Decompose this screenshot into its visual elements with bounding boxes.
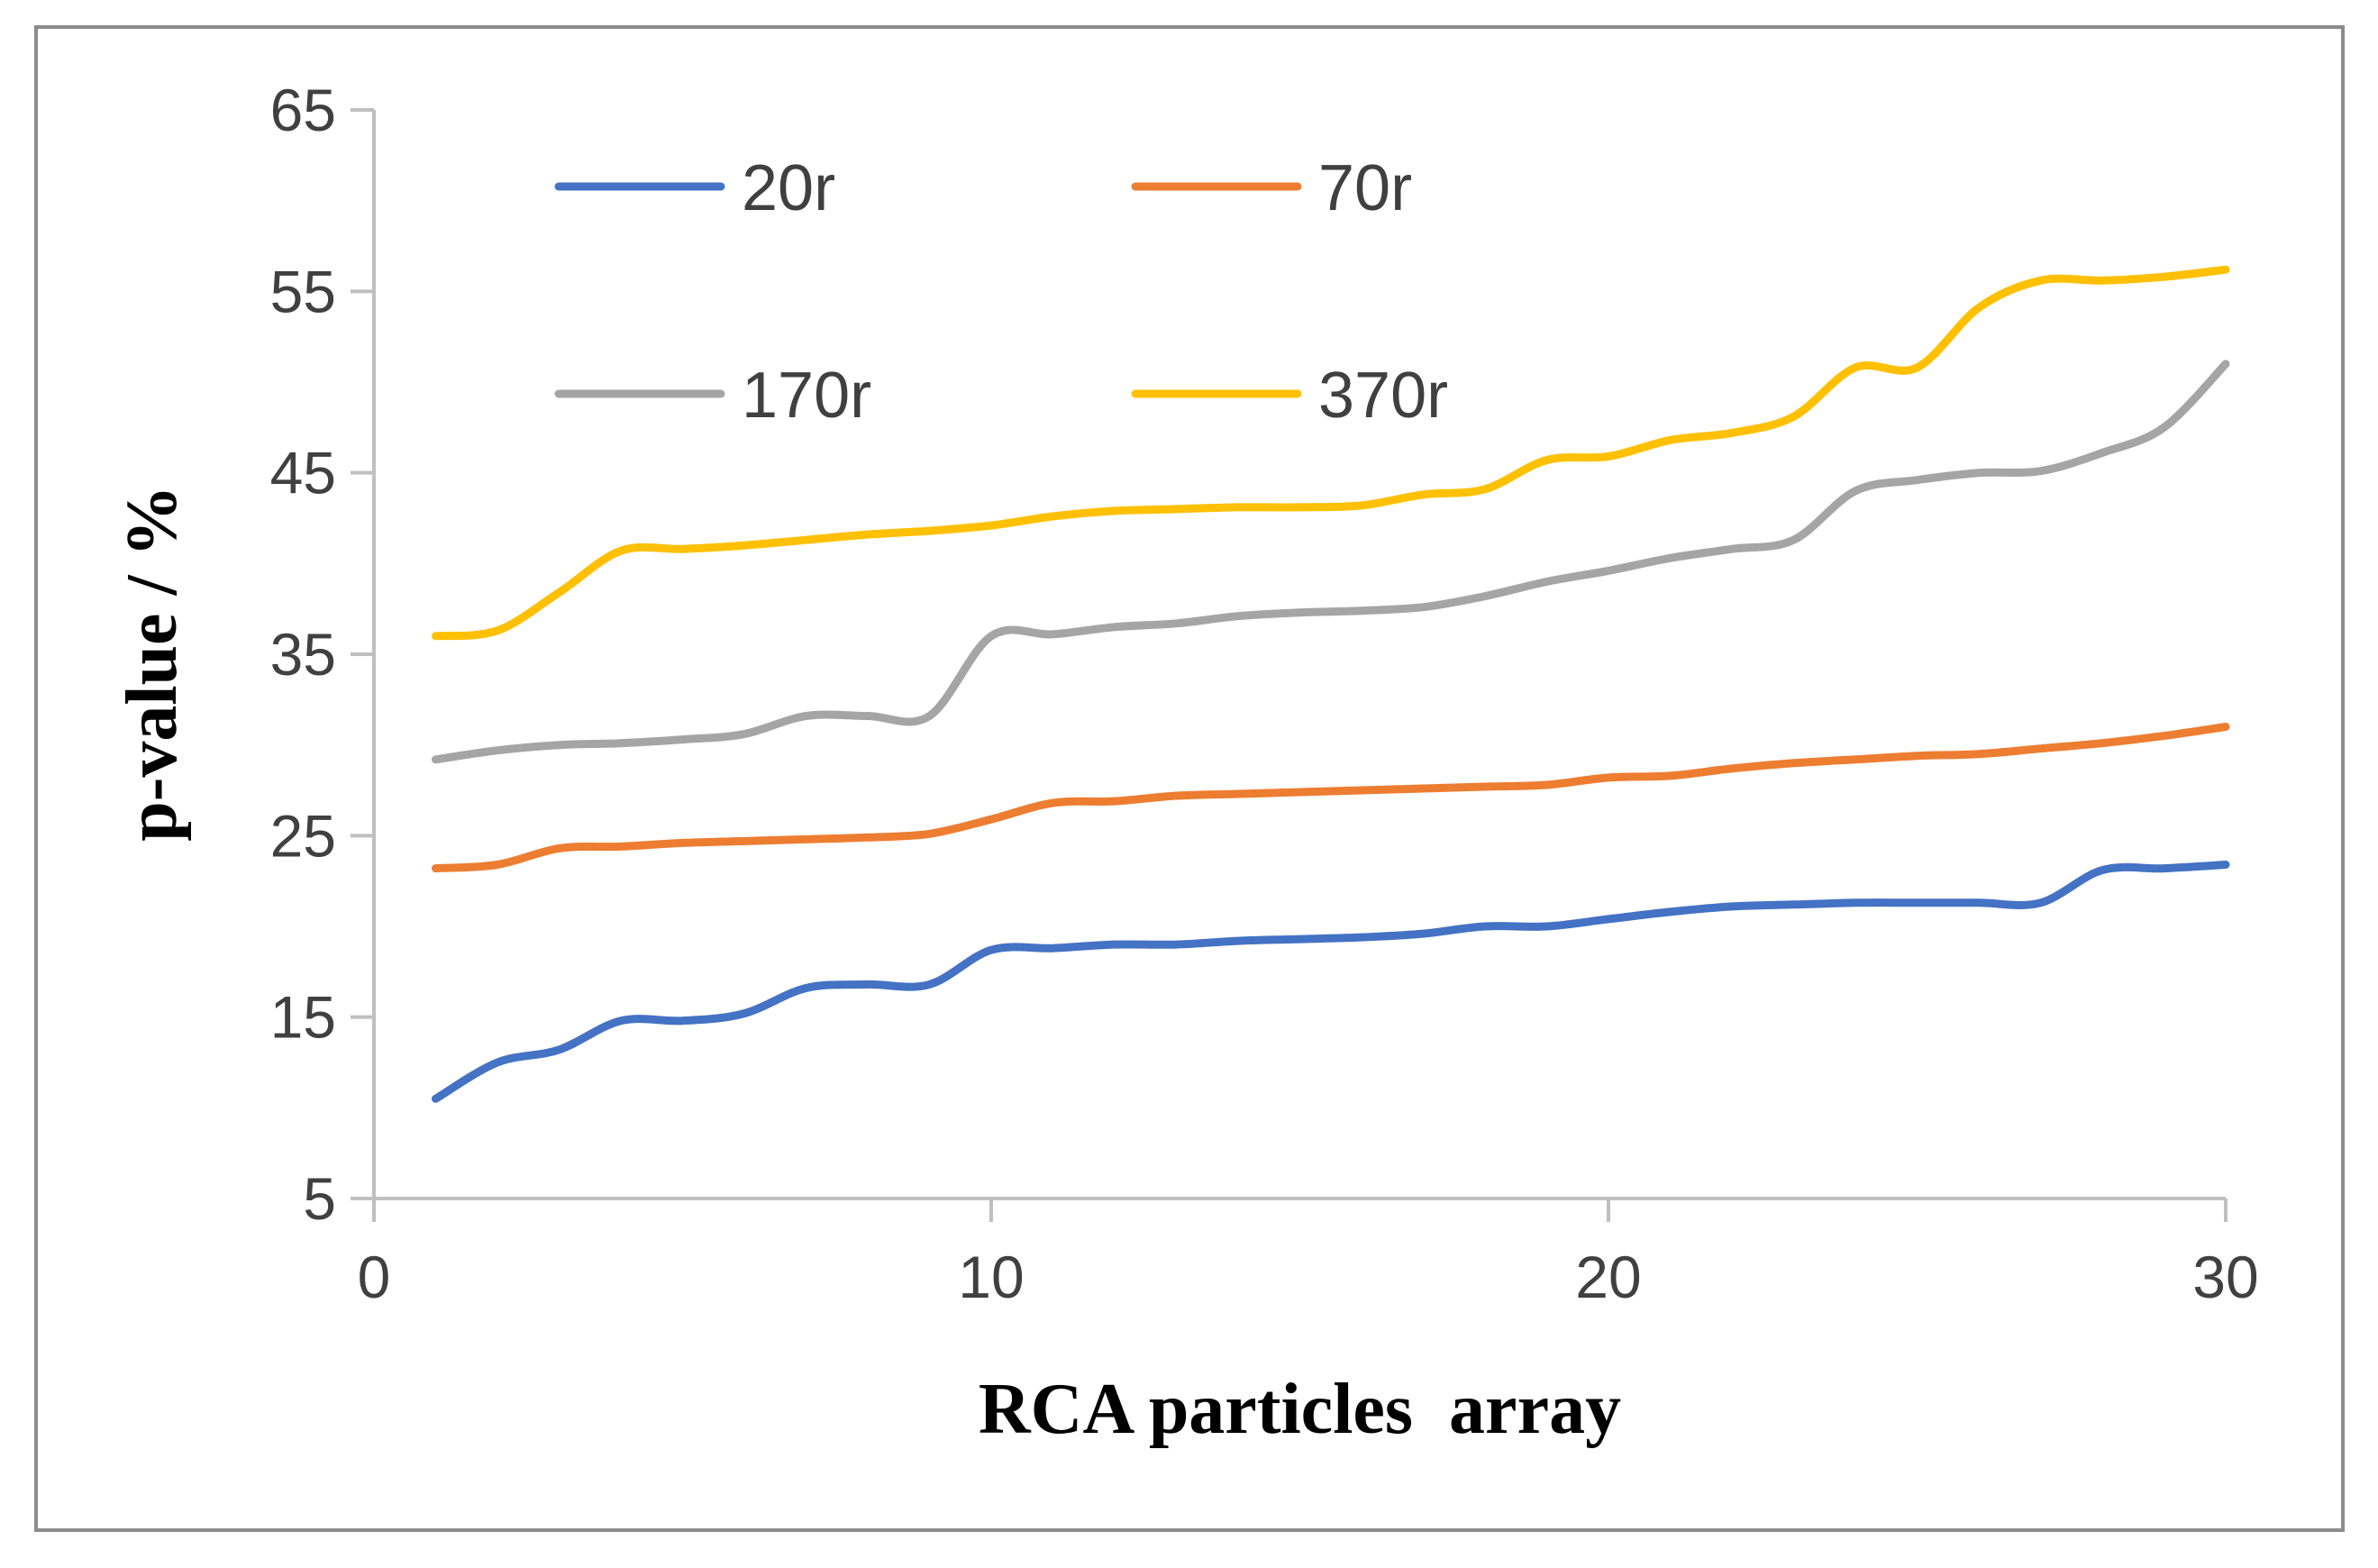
x-axis-title: RCA particles array <box>979 1370 1621 1449</box>
series-line-20r <box>432 861 2230 1103</box>
y-tick-label: 25 <box>270 802 336 869</box>
series-line-370r <box>432 265 2230 641</box>
figure-border <box>34 25 2345 1532</box>
legend-label-20r: 20r <box>742 152 835 224</box>
legend-label-70r: 70r <box>1318 152 1412 224</box>
y-tick-label: 5 <box>303 1165 336 1232</box>
series-line-70r <box>432 723 2230 873</box>
x-ticks: 0 10 20 30 <box>358 1199 2259 1310</box>
legend: 20r 70r 170r 370r <box>554 152 1448 432</box>
x-tick-label: 0 <box>358 1244 391 1310</box>
legend-label-370r: 370r <box>1318 360 1448 432</box>
legend-label-170r: 170r <box>742 360 871 432</box>
series-line-170r <box>432 360 2230 764</box>
x-tick-label: 30 <box>2192 1244 2258 1310</box>
y-ticks: 5 15 25 35 45 55 65 <box>270 77 374 1232</box>
y-tick-label: 15 <box>270 984 336 1051</box>
x-tick-label: 10 <box>958 1244 1024 1310</box>
y-tick-label: 45 <box>270 440 336 506</box>
x-tick-label: 20 <box>1575 1244 1641 1310</box>
y-tick-label: 35 <box>270 621 336 688</box>
series-layer <box>432 265 2230 1103</box>
axes: 5 15 25 35 45 55 65 0 10 20 30 <box>270 77 2259 1310</box>
y-axis-title: p-value / % <box>113 485 192 842</box>
y-tick-label: 65 <box>270 77 336 143</box>
y-tick-label: 55 <box>270 258 336 324</box>
